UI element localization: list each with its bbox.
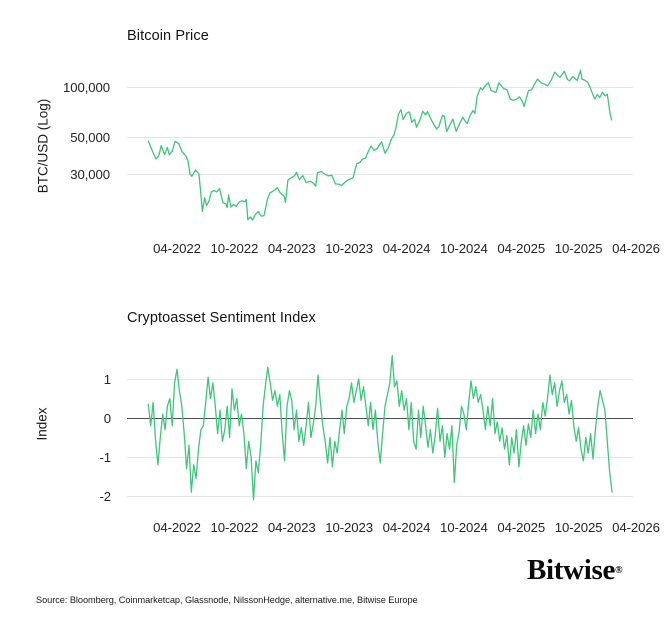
bitwise-logo: Bitwise® [527, 556, 623, 585]
x-tick-label: 10-2024 [440, 520, 488, 535]
x-tick-label: 10-2022 [210, 241, 259, 256]
x-tick-label: 10-2025 [554, 241, 603, 256]
btc-usd-log-axis-label: BTC/USD (Log) [35, 98, 51, 194]
x-tick-label: 04-2024 [382, 520, 431, 535]
y-tick-label: 1 [103, 371, 111, 387]
x-tick-label: 04-2022 [153, 241, 201, 256]
x-tick-label: 10-2025 [554, 520, 603, 535]
source-note: Source: Bloomberg, Coinmarketcap, Glassn… [36, 595, 418, 605]
bitcoin-price-chart-title: Bitcoin Price [127, 28, 209, 44]
sentiment-chart-title: Cryptoasset Sentiment Index [127, 310, 316, 326]
x-tick-label: 10-2022 [210, 520, 259, 535]
sentiment-index-chart [127, 354, 633, 501]
x-tick-label: 04-2022 [153, 520, 201, 535]
registered-trademark-icon: ® [615, 564, 623, 576]
x-tick-label: 10-2023 [325, 520, 373, 535]
x-tick-label: 10-2024 [440, 241, 488, 256]
bitcoin-price-chart [127, 69, 633, 221]
x-tick-label: 04-2024 [382, 241, 431, 256]
y-tick-label: 50,000 [70, 129, 110, 145]
x-tick-label: 04-2023 [267, 520, 316, 535]
btc-usd-line [147, 69, 613, 221]
y-tick-label: -1 [99, 449, 111, 465]
y-tick-label: 30,000 [70, 166, 110, 182]
brand-name: Bitwise [527, 554, 616, 586]
x-tick-label: 04-2025 [497, 520, 546, 535]
x-tick-label: 04-2026 [612, 520, 660, 535]
x-tick-label: 04-2026 [612, 241, 660, 256]
y-tick-label: -2 [99, 488, 111, 504]
x-tick-label: 04-2023 [267, 241, 316, 256]
x-tick-label: 10-2023 [325, 241, 373, 256]
y-tick-label: 100,000 [63, 79, 110, 95]
x-tick-label: 04-2025 [497, 241, 546, 256]
y-tick-label: 0 [103, 410, 111, 426]
sentiment-line [147, 354, 613, 501]
index-axis-label: Index [34, 407, 50, 441]
